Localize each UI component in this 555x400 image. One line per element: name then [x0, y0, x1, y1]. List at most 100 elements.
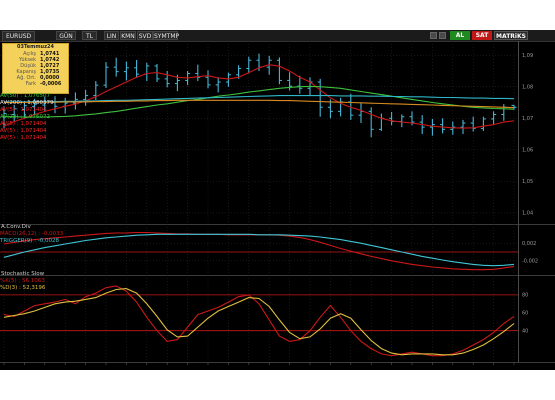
info-row-low: Düşük 1,0727	[3, 63, 68, 69]
toolbar-button-symtmp[interactable]: SYMTMP	[153, 31, 180, 40]
price-bar	[225, 72, 231, 87]
toolbar-button-kmn[interactable]: KMN	[120, 31, 136, 40]
info-label: Kapanış	[16, 69, 36, 75]
macd-panel: 0,002 -0,002	[0, 231, 538, 271]
macd-line	[3, 231, 515, 271]
price-bar	[491, 111, 497, 124]
info-label: Ağ. Ort.	[16, 75, 36, 81]
info-label: Fark	[25, 81, 36, 87]
stochastic-tick-label: 60	[522, 310, 528, 316]
stochastic-tick-label: 40	[522, 328, 528, 334]
price-bar	[276, 57, 282, 85]
stochastic-panel-title: Stochastic Slow	[1, 271, 45, 277]
legend-entry: AV(5) : 1,071404	[0, 135, 47, 141]
info-row-open: Açılış 1,0741	[3, 51, 68, 57]
legend-entry: MACD(26,12) : -0,0033	[0, 231, 64, 237]
toolbar-button-svd[interactable]: SVD	[137, 31, 153, 40]
price-bar	[215, 77, 221, 93]
matriks-button[interactable]: MATRiKS	[494, 31, 528, 40]
price-bar	[236, 65, 242, 79]
legend-entry: %K(5) : 56,1063	[0, 278, 45, 284]
info-row-high: Yüksek 1,0742	[3, 57, 68, 63]
chart-area: 1,041,051,061,071,081,091,10 0,002-0,002…	[0, 41, 555, 365]
price-bar	[11, 104, 17, 122]
legend-entry: AV(22) : 1,076072	[0, 114, 51, 120]
price-bar	[266, 55, 272, 75]
info-row-change: Fark -0,0006	[3, 81, 68, 87]
moving-average-line	[4, 85, 515, 118]
price-bar	[297, 75, 303, 94]
price-bar	[1, 106, 7, 129]
stochastic-tick-label: 80	[522, 293, 528, 299]
price-tick-label: 1,05	[522, 179, 533, 185]
price-tick-label: 1,04	[522, 211, 533, 217]
time-axis	[3, 362, 515, 365]
price-panel: 1,041,051,061,071,081,091,10	[0, 53, 533, 217]
price-bar	[83, 89, 89, 106]
legend-entry: %D(3) : 52,3196	[0, 285, 46, 291]
legend-entry: AV(5) : 1,071404	[0, 128, 47, 134]
chart-toolbar: EURUSD GÜN TL LIN KMN SVD SYMTMP AL SAT …	[0, 30, 555, 42]
price-bar	[317, 78, 323, 117]
price-bar	[21, 100, 27, 118]
toolbar-button-period[interactable]: GÜN	[56, 31, 76, 40]
price-bar	[164, 70, 170, 88]
macd-tick-label: -0,002	[522, 259, 538, 265]
price-tick-label: 1,07	[522, 116, 533, 122]
legend-entry: AV(50) : 1,076507	[0, 93, 51, 99]
symbol-selector[interactable]: EURUSD	[2, 31, 36, 42]
info-value: 0,0000	[40, 75, 60, 81]
moving-average-line	[4, 95, 515, 103]
price-bar	[389, 111, 395, 126]
price-bar	[338, 97, 344, 117]
price-bar	[480, 116, 486, 131]
price-tick-label: 1,06	[522, 148, 533, 154]
price-bar	[470, 116, 476, 132]
price-bar	[246, 56, 252, 74]
price-bar	[195, 64, 201, 82]
chart-grid	[0, 41, 555, 363]
price-tick-label: 1,08	[522, 84, 533, 90]
price-bar	[327, 99, 333, 119]
price-bar	[378, 113, 384, 131]
toolbar-button-linear[interactable]: LIN	[104, 31, 119, 40]
legend-entry: AV(200) : 1,080379	[0, 100, 54, 106]
stochastic-line	[3, 285, 515, 357]
price-tick-label: 1,09	[522, 53, 533, 59]
info-date: 03Temmuz24	[17, 44, 54, 50]
ohlc-info-box: 03Temmuz24 Açılış 1,0741 Yüksek 1,0742 Düş…	[2, 43, 69, 94]
price-bar	[399, 114, 405, 128]
stochastic-line	[3, 288, 515, 356]
price-bar	[113, 57, 119, 77]
legend-entry: AV(5) : 1,071404	[0, 107, 47, 113]
price-bar	[205, 70, 211, 89]
info-value: 1,0742	[40, 57, 60, 63]
price-bar	[460, 119, 466, 135]
info-value: 1,0741	[40, 51, 60, 57]
window-restore-icon[interactable]	[430, 32, 437, 39]
stochastic-panel: 80 60 40	[0, 285, 528, 357]
macd-panel-title: A.Conv.Div	[1, 224, 31, 230]
price-bar	[501, 104, 507, 121]
price-bar	[429, 118, 435, 136]
info-label: Düşük	[20, 63, 36, 69]
price-bar	[123, 61, 129, 81]
price-bar	[368, 107, 374, 138]
moving-average-line	[4, 99, 515, 109]
toolbar-button-currency[interactable]: TL	[82, 31, 97, 40]
legend-entry: AV(5) : 1,071404	[0, 121, 47, 127]
buy-button[interactable]: AL	[450, 31, 470, 40]
info-label: Yüksek	[18, 57, 36, 63]
price-bar	[134, 59, 140, 78]
info-row-close: Kapanış 1,0735	[3, 69, 68, 75]
settings-icon[interactable]	[439, 32, 446, 39]
info-value: 1,0735	[40, 69, 60, 75]
trading-terminal-window: EURUSD GÜN TL LIN KMN SVD SYMTMP AL SAT …	[0, 30, 555, 370]
macd-tick-label: 0,002	[522, 241, 536, 247]
sell-button[interactable]: SAT	[472, 31, 492, 40]
price-bar	[358, 103, 364, 124]
price-bar	[440, 118, 446, 134]
info-value: 1,0727	[40, 63, 60, 69]
info-value: -0,0006	[40, 81, 62, 87]
